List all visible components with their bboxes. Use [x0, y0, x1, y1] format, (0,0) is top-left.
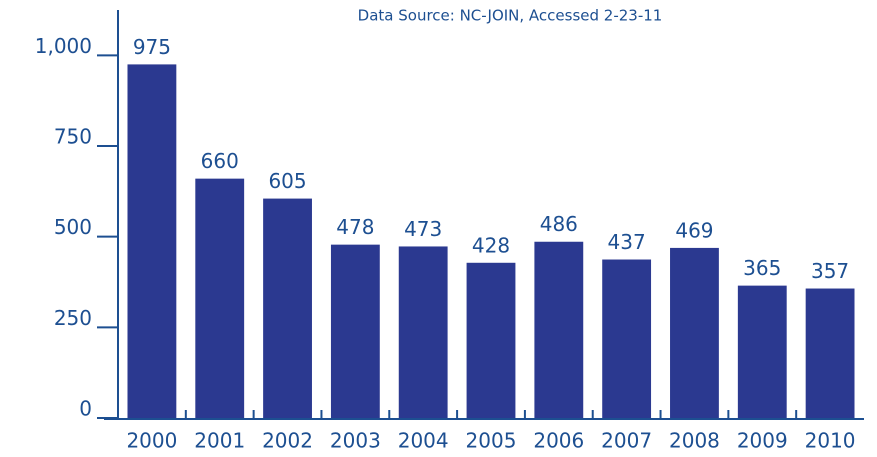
value-label: 473	[404, 217, 442, 241]
bar	[534, 241, 584, 418]
value-label: 660	[201, 149, 239, 173]
bar	[330, 244, 380, 418]
value-label: 605	[268, 169, 306, 193]
value-label: 428	[472, 233, 510, 257]
bar	[195, 178, 245, 418]
bar	[263, 198, 312, 418]
bar	[737, 285, 787, 418]
x-tick-label: 2007	[601, 429, 652, 453]
bar	[805, 288, 855, 418]
bar	[602, 259, 652, 418]
value-label: 357	[811, 259, 849, 283]
value-label: 437	[608, 230, 646, 254]
x-tick-label: 2005	[466, 429, 517, 453]
value-label: 365	[743, 256, 781, 280]
value-label: 469	[675, 218, 713, 242]
y-tick-label: 750	[54, 125, 92, 149]
y-tick-label: 500	[54, 215, 92, 239]
x-tick-label: 2000	[126, 429, 177, 453]
x-tick-label: 2006	[533, 429, 584, 453]
y-tick-label: 0	[79, 397, 92, 421]
bar	[127, 64, 177, 419]
bar	[398, 246, 448, 418]
chart-subtitle: Data Source: NC-JOIN, Accessed 2-23-11	[358, 7, 663, 25]
x-tick-label: 2009	[737, 429, 788, 453]
y-tick-label: 250	[54, 306, 92, 330]
value-label: 486	[540, 212, 578, 236]
x-tick-label: 2001	[194, 429, 245, 453]
x-tick-label: 2010	[805, 429, 856, 453]
x-tick-label: 2003	[330, 429, 381, 453]
value-label: 478	[336, 215, 374, 239]
y-tick-label: 1,000	[35, 34, 92, 58]
x-tick-label: 2002	[262, 429, 313, 453]
bar	[466, 262, 516, 418]
x-tick-label: 2008	[669, 429, 720, 453]
bar	[670, 247, 719, 418]
x-tick-label: 2004	[398, 429, 449, 453]
value-label: 975	[133, 35, 171, 59]
